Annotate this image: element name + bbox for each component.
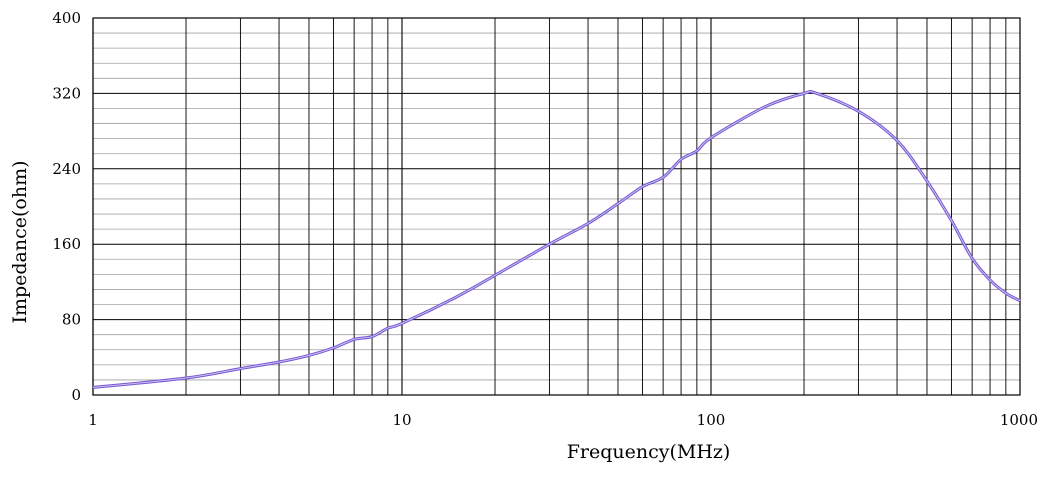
- x-tick-label: 1000: [1000, 411, 1038, 429]
- x-axis-title: Frequency(MHz): [567, 441, 731, 463]
- plot-frame: [92, 17, 1021, 396]
- y-tick-label: 240: [52, 160, 81, 178]
- major-gridlines: [92, 17, 1020, 396]
- x-tick-label: 10: [392, 411, 411, 429]
- x-tick-labels: 1 10 100 1000: [88, 411, 1038, 429]
- y-axis-title: Impedance(ohm): [9, 160, 31, 323]
- y-tick-label: 320: [52, 84, 81, 102]
- series-layer: [92, 89, 1021, 389]
- y-tick-label: 400: [52, 9, 81, 27]
- x-tick-label: 100: [697, 411, 726, 429]
- series-line: [92, 90, 1021, 388]
- x-tick-label: 1: [88, 411, 98, 429]
- series-line-outline: [92, 89, 1021, 389]
- y-tick-label: 0: [71, 386, 81, 404]
- minor-gridlines: [93, 32, 1020, 381]
- y-tick-label: 80: [62, 311, 81, 329]
- y-tick-labels: 0 80 160 240 320 400: [52, 9, 81, 404]
- y-tick-label: 160: [52, 235, 81, 253]
